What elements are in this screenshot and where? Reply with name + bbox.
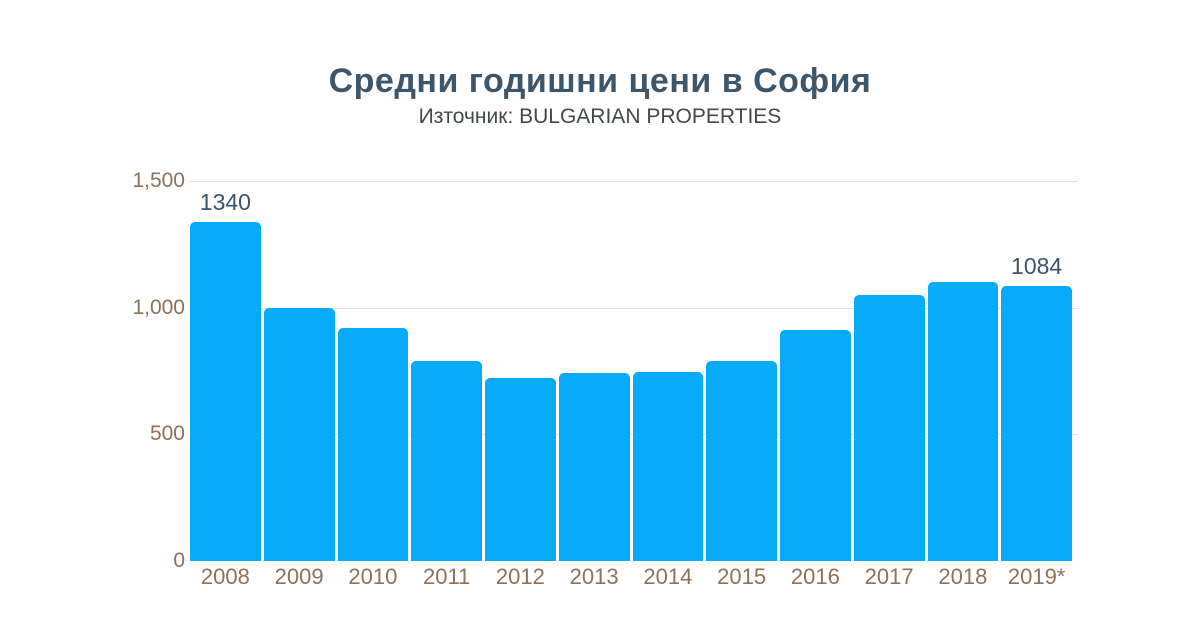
- bar-2008: [190, 221, 261, 561]
- gridline-1000: [190, 307, 1078, 309]
- y-axis-labels: 0 500 1,000 1,500: [0, 169, 185, 572]
- bar-2012: [485, 377, 556, 561]
- x-label-2009: 2009: [274, 564, 324, 589]
- y-tick-label-1500: 1,500: [132, 169, 185, 192]
- bar-cell-2013: [558, 181, 630, 561]
- x-label-2011: 2011: [422, 564, 471, 589]
- y-tick-label-500: 500: [149, 422, 185, 446]
- chart-subtitle: Източник: BULGARIAN PROPERTIES: [418, 105, 782, 128]
- bar-2014: [632, 371, 704, 561]
- bar-cell-2014: [632, 181, 704, 561]
- bar-cell-2011: [411, 181, 482, 561]
- bar-cell-2012: [485, 181, 556, 561]
- y-tick-label-0: 0: [173, 549, 185, 572]
- value-label-2019*: 1084: [1011, 253, 1063, 280]
- x-label-2015: 2015: [717, 564, 767, 589]
- bar-cell-2016: [780, 181, 851, 561]
- bar-2017: [853, 295, 925, 561]
- bar-2009: [263, 307, 335, 561]
- x-label-2012: 2012: [495, 564, 545, 589]
- x-label-2013: 2013: [569, 564, 619, 589]
- bar-cell-2010: [337, 181, 409, 561]
- bar-cell-2009: [263, 181, 335, 561]
- chart-title: Средни годишни цени в София: [328, 62, 872, 100]
- bars-area: 1340 1084: [190, 181, 1072, 561]
- bar-cell-2019*: 1084: [1001, 181, 1072, 561]
- x-label-2010: 2010: [348, 564, 398, 589]
- bar-cell-2018: [927, 181, 999, 561]
- y-tick-label-1000: 1,000: [132, 295, 185, 319]
- bar-2013: [558, 373, 630, 561]
- x-label-2014: 2014: [643, 564, 693, 589]
- bar-2011: [411, 360, 482, 561]
- x-label-2018: 2018: [938, 564, 988, 589]
- x-label-2008: 2008: [200, 564, 250, 589]
- x-axis-labels: 2008 2009 2010 2011 2012 2013 2014 2015 2016 2017…: [190, 564, 1072, 590]
- bar-2015: [706, 360, 777, 561]
- bar-2010: [337, 327, 409, 561]
- value-label-2008: 1340: [199, 188, 251, 215]
- bar-2018: [927, 282, 999, 561]
- gridline-1500: [190, 181, 1078, 182]
- bar-cell-2008: 1340: [190, 181, 261, 561]
- bar-cell-2015: [706, 181, 777, 561]
- x-label-2016: 2016: [790, 564, 840, 589]
- bar-2019*: [1001, 286, 1072, 561]
- bar-cell-2017: [853, 181, 925, 561]
- x-label-2017: 2017: [864, 564, 914, 589]
- bar-2016: [780, 330, 851, 561]
- x-label-2019*: 2019*: [1007, 564, 1066, 589]
